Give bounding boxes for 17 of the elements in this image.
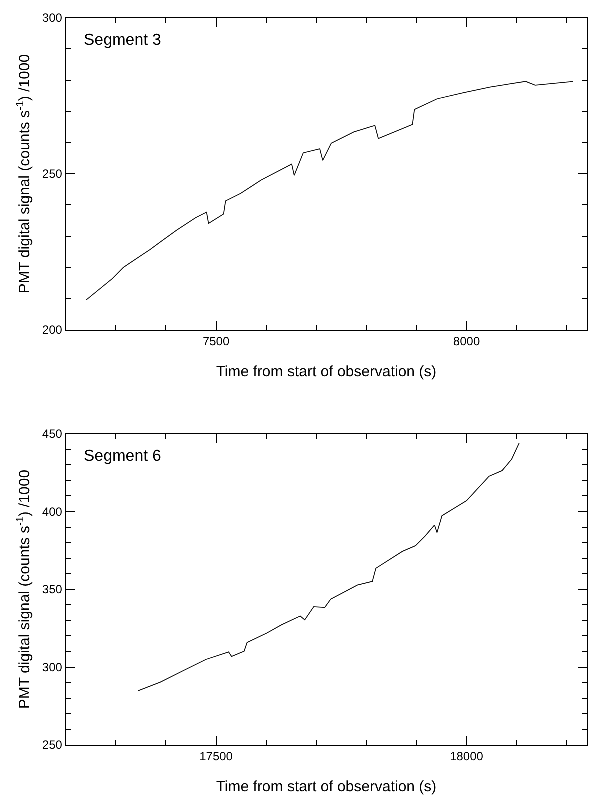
line-series: [86, 81, 574, 300]
x-axis-title: Time from start of observation (s): [216, 364, 437, 381]
x-tick-label: 18000: [450, 750, 484, 764]
text: Segment 3: [84, 32, 162, 49]
y-tick-label: 200: [42, 323, 63, 338]
y-tick-label: 300: [42, 660, 63, 674]
text: Segment 6: [84, 448, 162, 465]
y-tick-label: 250: [42, 738, 63, 752]
x-axis-title: Time from start of observation (s): [216, 778, 437, 796]
y-tick-label: 250: [42, 167, 63, 182]
y-tick-label: 400: [42, 504, 63, 519]
y-tick-label: 450: [42, 427, 63, 442]
y-tick-label: 300: [42, 11, 63, 26]
y-tick-label: 350: [42, 582, 63, 597]
x-tick-label: 8000: [453, 334, 480, 349]
x-tick-label: 17500: [200, 750, 234, 764]
x-tick-label: 7500: [202, 334, 230, 349]
